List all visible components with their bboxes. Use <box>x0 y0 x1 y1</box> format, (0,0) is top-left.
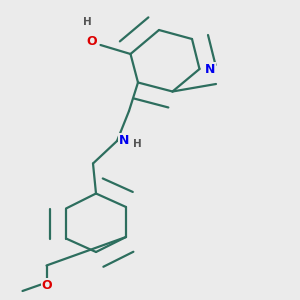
Text: H: H <box>82 16 91 27</box>
Text: O: O <box>86 35 97 48</box>
Text: O: O <box>41 279 52 292</box>
Text: N: N <box>119 134 129 147</box>
Text: N: N <box>205 63 215 76</box>
Text: H: H <box>133 139 142 149</box>
